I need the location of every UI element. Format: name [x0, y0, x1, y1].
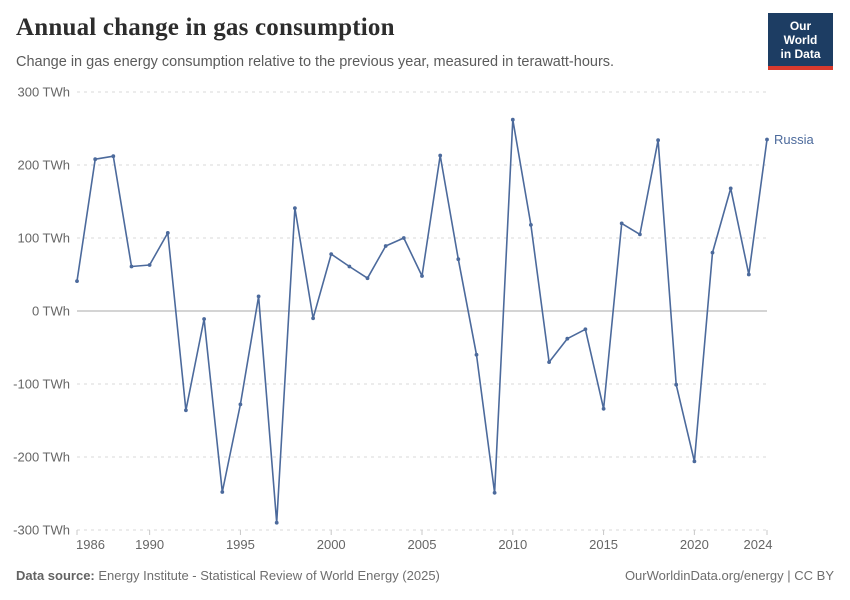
data-point — [293, 206, 297, 210]
data-point — [601, 406, 606, 411]
x-tick-label: 1995 — [226, 537, 255, 552]
y-axis-labels: 300 TWh 200 TWh 100 TWh 0 TWh -100 TWh -200 T… — [13, 85, 70, 538]
data-point — [765, 137, 769, 142]
line-chart-svg[interactable]: 300 TWh 200 TWh 100 TWh 0 TWh -100 TWh -200 T… — [0, 80, 850, 560]
data-point — [656, 138, 660, 143]
data-point — [510, 117, 515, 122]
x-tick-label: 2000 — [317, 537, 346, 552]
x-axis: 1986 1990 1995 2000 2005 2010 2015 2020 2024 — [76, 530, 772, 552]
data-source: Data source: Energy Institute - Statisti… — [16, 568, 440, 583]
x-tick-label: 1990 — [135, 537, 164, 552]
data-line[interactable] — [76, 118, 768, 524]
data-point — [474, 352, 479, 357]
data-point — [184, 408, 188, 413]
y-tick-label: -100 TWh — [13, 377, 70, 392]
y-tick-label: -200 TWh — [13, 450, 70, 465]
data-point — [256, 294, 261, 299]
data-point — [111, 154, 116, 159]
x-tick-label: 2020 — [680, 537, 709, 552]
data-point — [674, 382, 679, 387]
data-point — [401, 236, 406, 240]
x-tick-label: 1986 — [76, 537, 105, 552]
owid-logo-line1: Our World — [783, 19, 818, 48]
owid-logo-line2: in Data — [780, 47, 821, 62]
data-point — [420, 274, 424, 278]
x-tick-label: 2024 — [744, 537, 773, 552]
data-point — [311, 316, 315, 321]
data-point — [529, 223, 533, 227]
data-point — [347, 264, 352, 269]
chart-title: Annual change in gas consumption — [16, 14, 395, 41]
data-point — [710, 250, 715, 255]
data-point — [75, 279, 79, 283]
data-point-markers — [75, 117, 769, 525]
data-point — [547, 360, 551, 364]
data-point — [365, 276, 370, 281]
data-point — [202, 317, 207, 321]
y-tick-label: 0 TWh — [32, 304, 70, 319]
data-point — [238, 402, 243, 407]
gridlines — [77, 91, 767, 531]
y-tick-label: 100 TWh — [17, 231, 70, 246]
data-point — [728, 186, 733, 191]
data-point — [456, 257, 461, 262]
data-point — [165, 231, 170, 235]
data-point — [638, 232, 642, 237]
data-source-label: Data source: — [16, 568, 95, 583]
data-point — [565, 336, 570, 341]
data-point — [147, 263, 152, 267]
y-tick-label: -300 TWh — [13, 523, 70, 538]
data-point — [93, 157, 98, 162]
data-point — [583, 327, 588, 332]
chart-subtitle: Change in gas energy consumption relativ… — [16, 54, 615, 70]
data-point — [274, 520, 279, 525]
x-tick-label: 2005 — [408, 537, 437, 552]
data-point — [492, 490, 497, 495]
entity-label[interactable]: Russia — [774, 132, 815, 147]
owid-logo[interactable]: Our World in Data — [768, 13, 833, 71]
y-tick-label: 300 TWh — [17, 85, 70, 100]
chart-footer: Data source: Energy Institute - Statisti… — [16, 568, 834, 583]
data-point — [438, 153, 443, 158]
data-point — [383, 244, 388, 248]
data-point — [220, 490, 225, 494]
x-tick-label: 2015 — [589, 537, 618, 552]
y-tick-label: 200 TWh — [17, 158, 70, 173]
data-point — [692, 459, 697, 464]
data-point — [746, 272, 751, 277]
data-point — [619, 221, 624, 226]
data-point — [129, 264, 134, 269]
data-source-text: Energy Institute - Statistical Review of… — [94, 568, 440, 583]
data-point — [329, 252, 334, 256]
footer-license[interactable]: OurWorldinData.org/energy | CC BY — [624, 568, 834, 583]
x-tick-label: 2010 — [498, 537, 527, 552]
